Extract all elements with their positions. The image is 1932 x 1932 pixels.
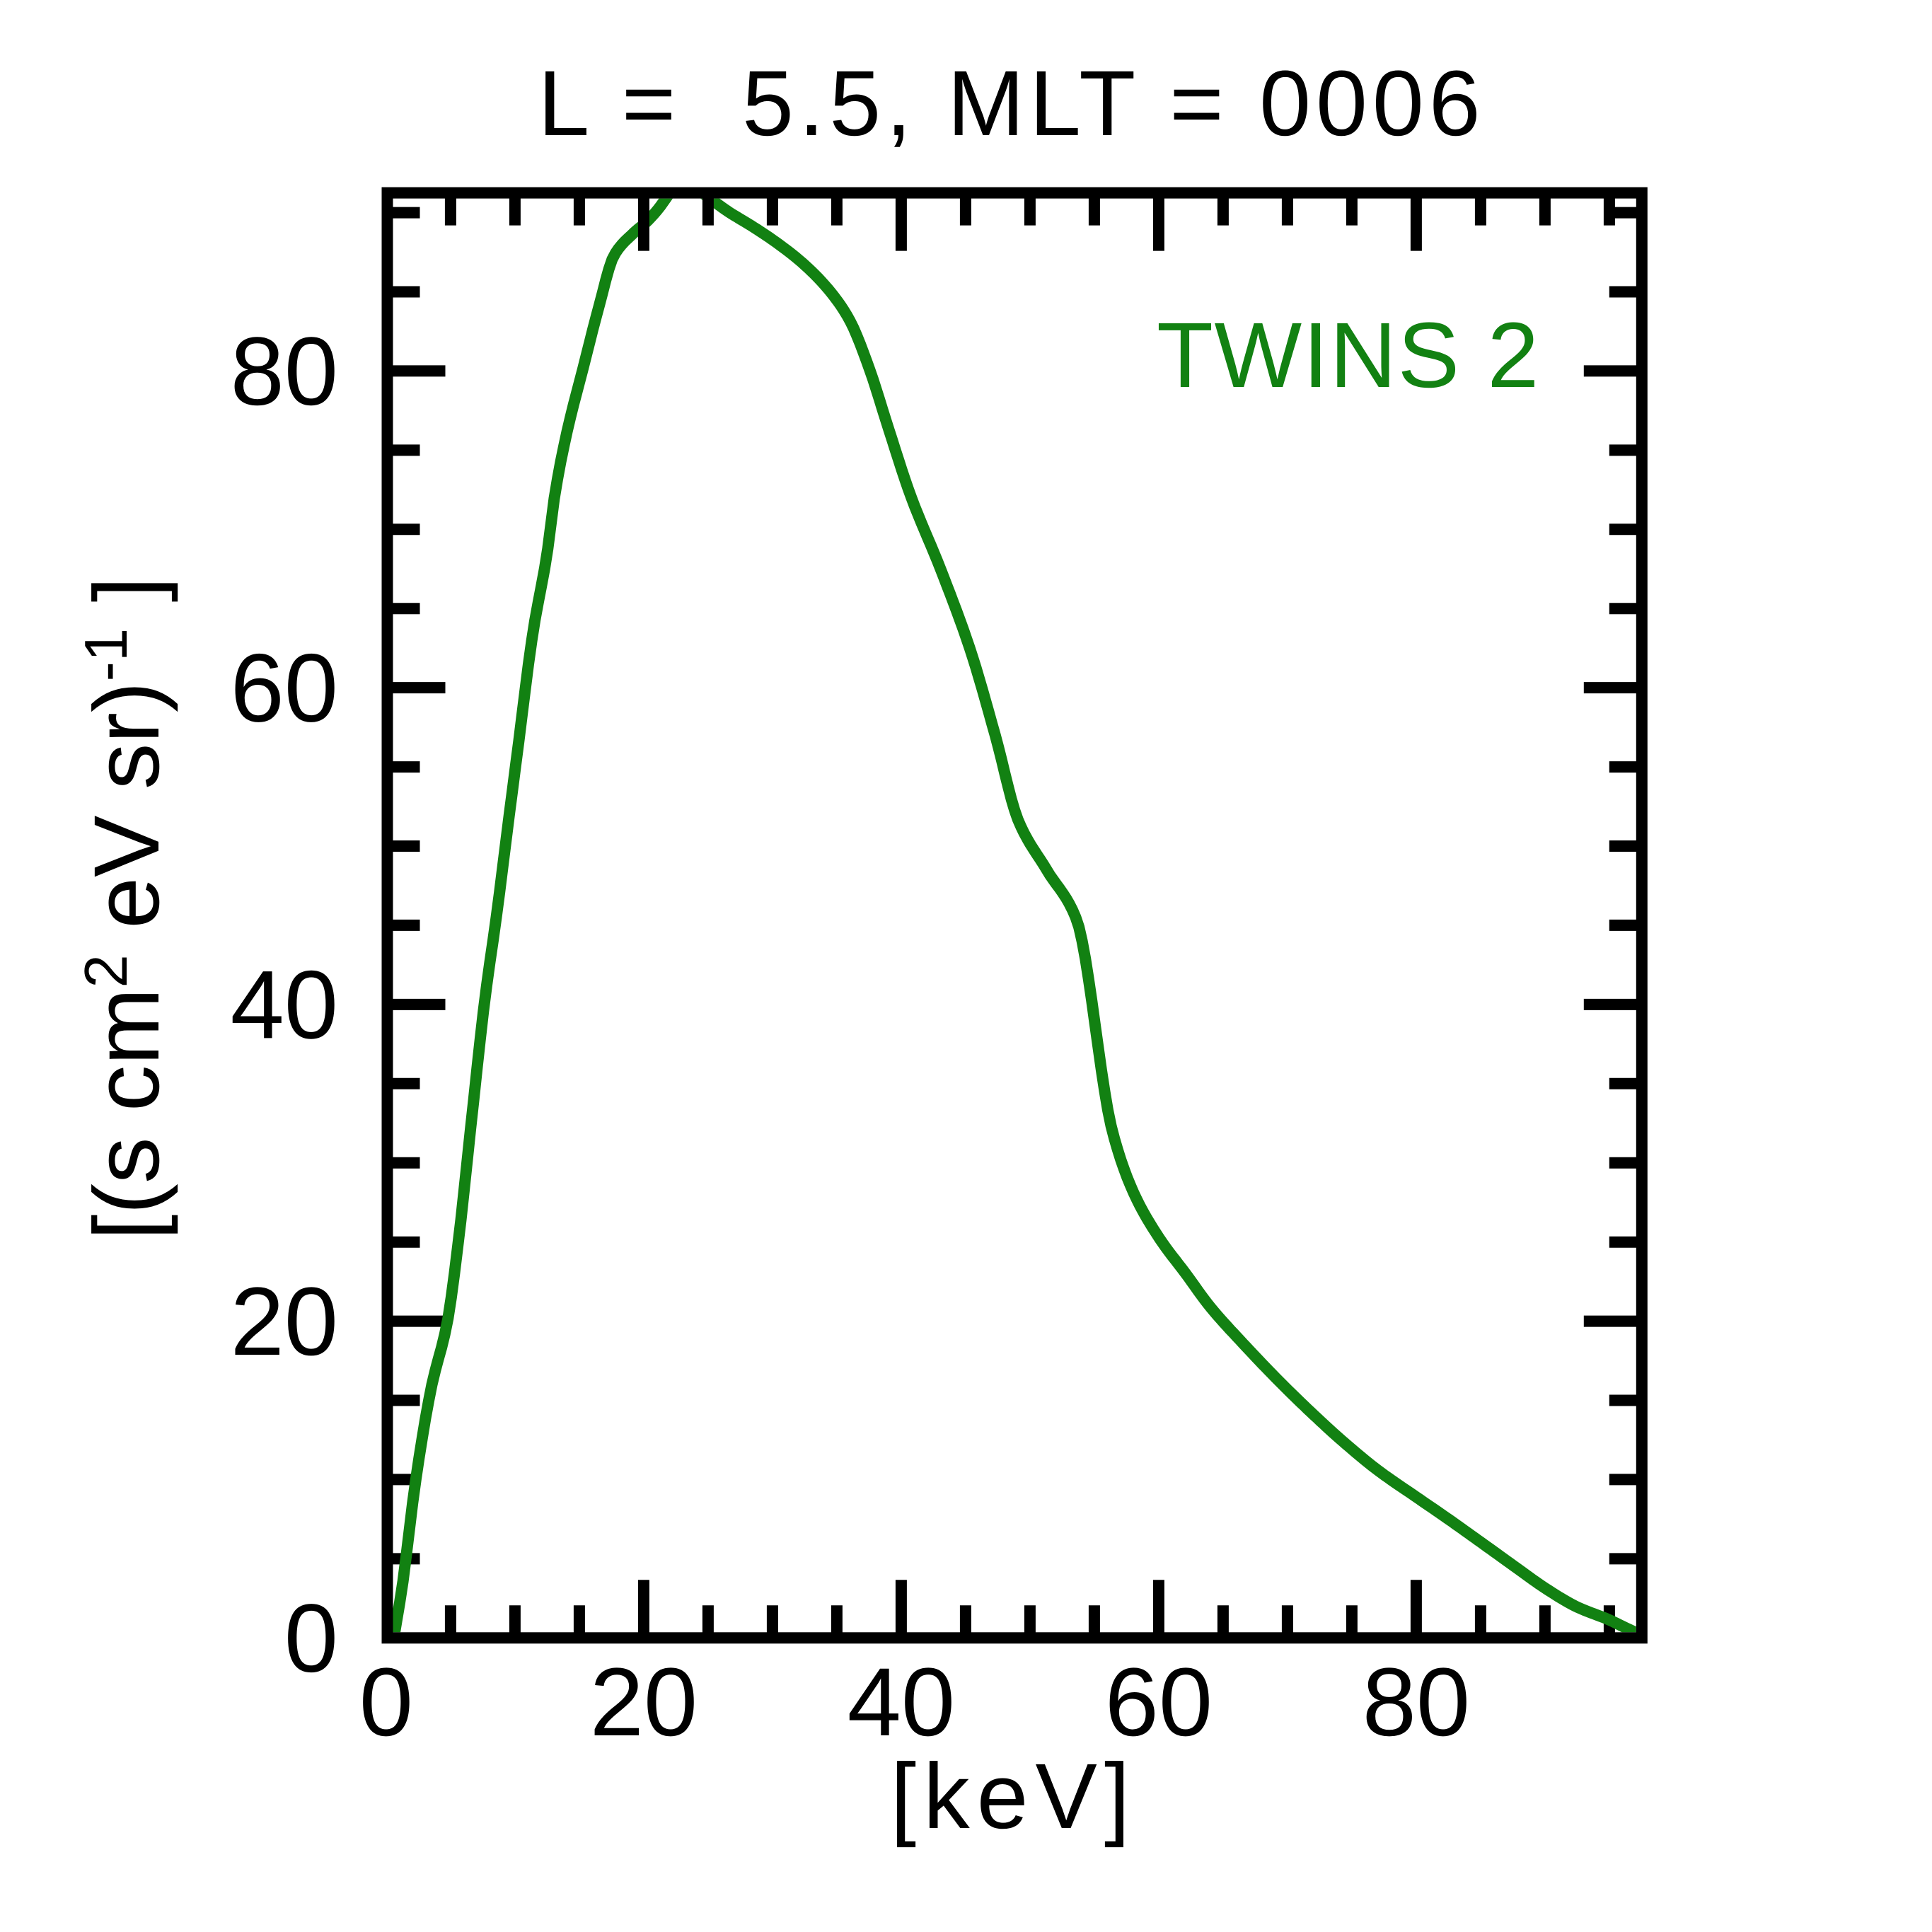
svg-text:0: 0 xyxy=(359,1648,413,1757)
svg-text:0: 0 xyxy=(284,1585,338,1693)
svg-text:TWINS 2: TWINS 2 xyxy=(1157,303,1540,407)
svg-text:[keV]: [keV] xyxy=(891,1744,1138,1848)
svg-text:40: 40 xyxy=(848,1648,955,1757)
svg-text:60: 60 xyxy=(231,635,338,743)
svg-text:20: 20 xyxy=(590,1648,698,1757)
svg-text:40: 40 xyxy=(231,951,338,1059)
svg-text:L = 5.5, MLT = 0006: L = 5.5, MLT = 0006 xyxy=(538,51,1485,155)
svg-text:20: 20 xyxy=(231,1268,338,1376)
svg-text:60: 60 xyxy=(1105,1648,1213,1757)
svg-text:[(s cm2 eV sr)-1 ]: [(s cm2 eV sr)-1 ] xyxy=(73,577,178,1240)
svg-text:80: 80 xyxy=(231,318,338,426)
svg-text:80: 80 xyxy=(1363,1648,1470,1757)
